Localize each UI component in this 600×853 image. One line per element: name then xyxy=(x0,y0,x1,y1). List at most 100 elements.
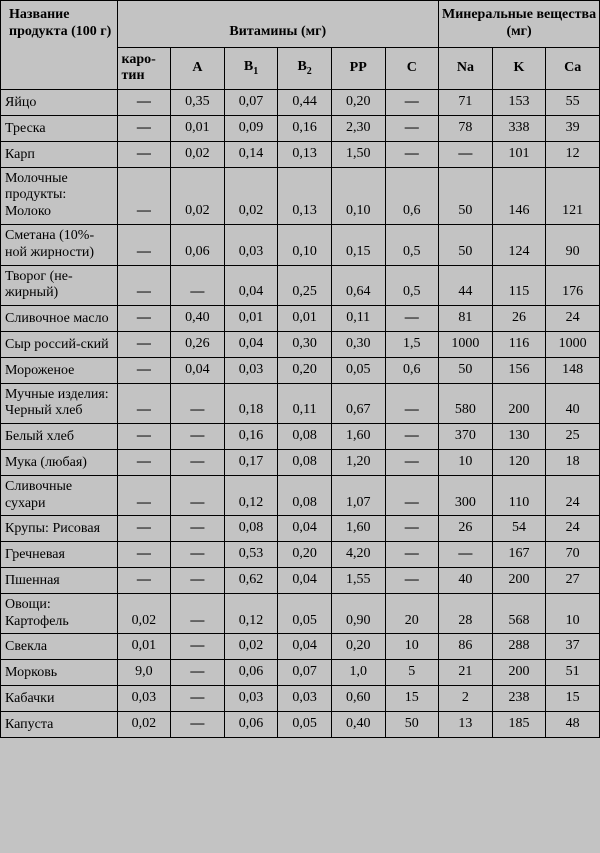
value-cell: — xyxy=(117,90,171,116)
value-cell: 121 xyxy=(546,167,600,224)
value-cell: 110 xyxy=(492,475,546,516)
value-cell: — xyxy=(171,424,225,450)
value-cell: 0,06 xyxy=(224,711,278,737)
value-cell: 37 xyxy=(546,634,600,660)
value-cell: 0,5 xyxy=(385,224,439,265)
value-cell: 10 xyxy=(439,449,493,475)
value-cell: 0,35 xyxy=(171,90,225,116)
product-name-cell: Сметана (10%-ной жирности) xyxy=(1,224,118,265)
value-cell: 0,6 xyxy=(385,357,439,383)
value-cell: 0,16 xyxy=(278,115,332,141)
value-cell: 0,12 xyxy=(224,593,278,634)
value-cell: 44 xyxy=(439,265,493,306)
product-name-cell: Яйцо xyxy=(1,90,118,116)
product-name-cell: Крупы: Рисовая xyxy=(1,516,118,542)
value-cell: 0,20 xyxy=(331,634,385,660)
value-cell: 24 xyxy=(546,306,600,332)
value-cell: 0,03 xyxy=(224,357,278,383)
table-row: Белый хлеб——0,160,081,60—37013025 xyxy=(1,424,600,450)
value-cell: 0,01 xyxy=(117,634,171,660)
value-cell: 0,02 xyxy=(224,634,278,660)
value-cell: 120 xyxy=(492,449,546,475)
value-cell: 50 xyxy=(385,711,439,737)
value-cell: — xyxy=(385,90,439,116)
value-cell: 0,26 xyxy=(171,331,225,357)
product-name-cell: Морковь xyxy=(1,660,118,686)
product-name-cell: Мука (любая) xyxy=(1,449,118,475)
table-row: Сливочные сухари——0,120,081,07—30011024 xyxy=(1,475,600,516)
value-cell: — xyxy=(171,660,225,686)
value-cell: 0,12 xyxy=(224,475,278,516)
value-cell: 0,30 xyxy=(278,331,332,357)
value-cell: 0,10 xyxy=(278,224,332,265)
value-cell: 0,05 xyxy=(278,711,332,737)
value-cell: 9,0 xyxy=(117,660,171,686)
value-cell: 0,10 xyxy=(331,167,385,224)
value-cell: 86 xyxy=(439,634,493,660)
value-cell: 0,25 xyxy=(278,265,332,306)
value-cell: — xyxy=(171,449,225,475)
product-name-cell: Гречневая xyxy=(1,542,118,568)
value-cell: 78 xyxy=(439,115,493,141)
product-name-cell: Мороженое xyxy=(1,357,118,383)
value-cell: 15 xyxy=(546,685,600,711)
product-name-cell: Творог (не-жирный) xyxy=(1,265,118,306)
value-cell: 0,03 xyxy=(224,224,278,265)
value-cell: 12 xyxy=(546,141,600,167)
product-name-cell: Свекла xyxy=(1,634,118,660)
value-cell: 238 xyxy=(492,685,546,711)
value-cell: 28 xyxy=(439,593,493,634)
value-cell: 0,03 xyxy=(117,685,171,711)
value-cell: — xyxy=(439,542,493,568)
value-cell: 0,04 xyxy=(278,516,332,542)
value-cell: 1000 xyxy=(546,331,600,357)
value-cell: — xyxy=(171,711,225,737)
value-cell: 0,03 xyxy=(278,685,332,711)
value-cell: — xyxy=(117,357,171,383)
value-cell: 0,60 xyxy=(331,685,385,711)
table-row: Мука (любая)——0,170,081,20—1012018 xyxy=(1,449,600,475)
product-name-cell: Кабачки xyxy=(1,685,118,711)
value-cell: — xyxy=(385,475,439,516)
group-minerals: Минеральные вещества (мг) xyxy=(439,1,600,48)
value-cell: 0,08 xyxy=(278,475,332,516)
value-cell: 25 xyxy=(546,424,600,450)
value-cell: 0,53 xyxy=(224,542,278,568)
value-cell: 24 xyxy=(546,475,600,516)
value-cell: 0,62 xyxy=(224,567,278,593)
value-cell: 1,55 xyxy=(331,567,385,593)
value-cell: 176 xyxy=(546,265,600,306)
value-cell: — xyxy=(117,331,171,357)
value-cell: — xyxy=(171,516,225,542)
value-cell: 130 xyxy=(492,424,546,450)
col-b1: B1 xyxy=(224,47,278,90)
value-cell: 200 xyxy=(492,567,546,593)
col-karotin: каро-тин xyxy=(117,47,171,90)
value-cell: 0,30 xyxy=(331,331,385,357)
value-cell: 0,09 xyxy=(224,115,278,141)
product-name-cell: Белый хлеб xyxy=(1,424,118,450)
table-row: Яйцо—0,350,070,440,20—7115355 xyxy=(1,90,600,116)
product-name-cell: Сыр россий-ский xyxy=(1,331,118,357)
value-cell: 1,07 xyxy=(331,475,385,516)
value-cell: 0,40 xyxy=(331,711,385,737)
value-cell: 0,05 xyxy=(331,357,385,383)
table-row: Овощи: Картофель0,02—0,120,050,902028568… xyxy=(1,593,600,634)
value-cell: — xyxy=(171,542,225,568)
col-b2: B2 xyxy=(278,47,332,90)
value-cell: — xyxy=(385,141,439,167)
value-cell: 0,5 xyxy=(385,265,439,306)
value-cell: 200 xyxy=(492,660,546,686)
value-cell: 0,40 xyxy=(171,306,225,332)
value-cell: — xyxy=(117,516,171,542)
col-a: A xyxy=(171,47,225,90)
value-cell: 0,67 xyxy=(331,383,385,424)
value-cell: 50 xyxy=(439,167,493,224)
product-name-cell: Овощи: Картофель xyxy=(1,593,118,634)
value-cell: 4,20 xyxy=(331,542,385,568)
value-cell: 0,06 xyxy=(224,660,278,686)
col-c: C xyxy=(385,47,439,90)
value-cell: 167 xyxy=(492,542,546,568)
value-cell: — xyxy=(117,475,171,516)
value-cell: 0,11 xyxy=(331,306,385,332)
